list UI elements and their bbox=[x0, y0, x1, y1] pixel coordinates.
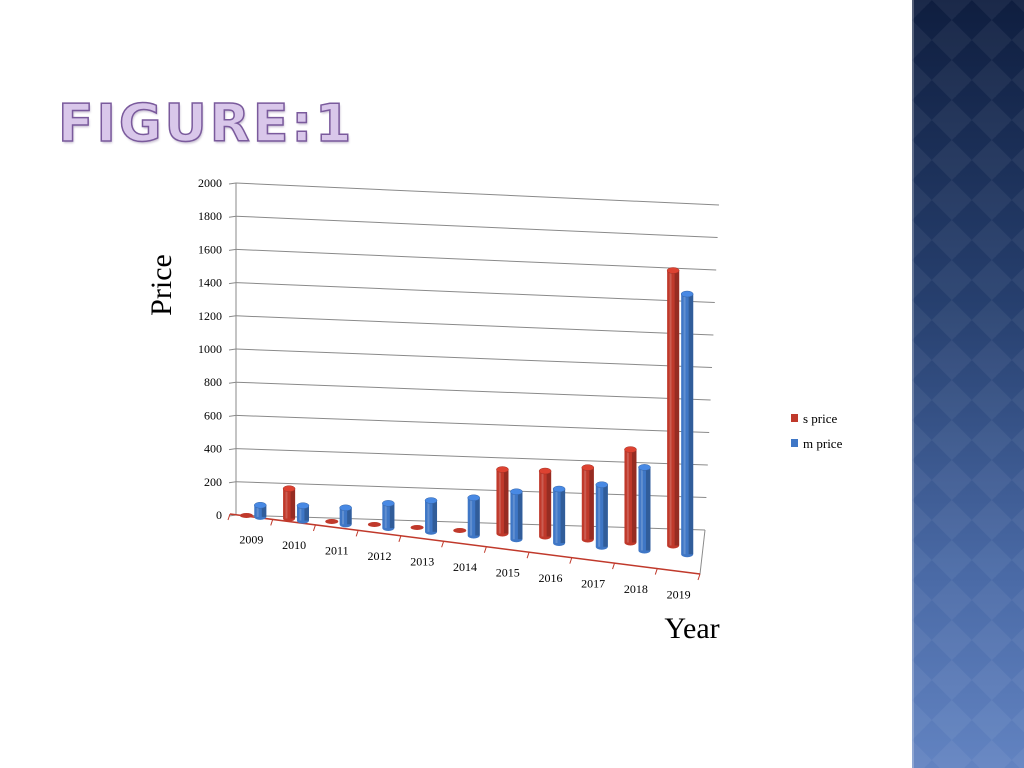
x-tick bbox=[526, 552, 530, 559]
diamond-pattern bbox=[912, 0, 1024, 768]
y-tick-label: 400 bbox=[204, 442, 222, 456]
y-tick bbox=[228, 414, 237, 417]
gridline bbox=[235, 315, 714, 336]
x-tick-label: 2011 bbox=[325, 544, 349, 558]
floor-right-edge bbox=[699, 529, 706, 575]
legend: s price m price bbox=[791, 411, 843, 451]
bars bbox=[239, 267, 694, 558]
y-tick bbox=[228, 448, 237, 451]
y-tick-labels: 0 200 400 600 800 1000 1200 1400 1600 1800 2000 bbox=[198, 176, 222, 522]
bar-m-price bbox=[680, 290, 694, 558]
x-tick-label: 2010 bbox=[282, 538, 306, 552]
gridline bbox=[235, 282, 715, 303]
x-tick bbox=[398, 535, 402, 542]
x-tick bbox=[569, 557, 573, 564]
bar-s-price bbox=[282, 485, 296, 522]
bar-s-price bbox=[367, 522, 381, 527]
bar-m-price bbox=[510, 488, 523, 543]
x-tick bbox=[270, 519, 274, 526]
slide-title: FIGURE:1 bbox=[57, 94, 355, 154]
y-tick-label: 600 bbox=[204, 408, 222, 422]
y-tick-label: 1000 bbox=[198, 342, 222, 356]
y-tick bbox=[228, 481, 237, 484]
y-tick bbox=[228, 381, 237, 384]
y-tick-label: 0 bbox=[216, 508, 222, 522]
bar-m-price bbox=[424, 497, 438, 535]
y-tick-label: 2000 bbox=[198, 176, 222, 190]
x-tick-label: 2016 bbox=[538, 571, 562, 585]
bar-s-price bbox=[666, 267, 680, 549]
x-tick-label: 2018 bbox=[624, 582, 648, 596]
y-tick-label: 1400 bbox=[198, 276, 222, 290]
bar-m-price bbox=[339, 504, 352, 528]
y-tick-label: 1600 bbox=[198, 242, 222, 256]
legend-swatch-m-price bbox=[791, 439, 798, 447]
x-tick-label: 2019 bbox=[667, 587, 691, 601]
x-tick-label: 2012 bbox=[368, 549, 392, 563]
y-tick bbox=[228, 348, 237, 351]
x-tick-label: 2013 bbox=[410, 555, 434, 569]
gridline bbox=[235, 448, 708, 466]
x-tick bbox=[355, 530, 359, 537]
x-tick-label: 2015 bbox=[496, 565, 520, 579]
y-axis-title: Price bbox=[145, 254, 178, 316]
bar-s-price bbox=[453, 528, 467, 533]
gridline bbox=[235, 348, 713, 368]
bar-m-price bbox=[638, 464, 651, 554]
bar-s-price bbox=[496, 466, 509, 537]
bar-s-price bbox=[410, 525, 424, 530]
y-tick bbox=[228, 315, 237, 318]
x-tick-label: 2014 bbox=[453, 560, 477, 574]
gridline bbox=[235, 182, 720, 206]
x-axis-line bbox=[229, 513, 701, 575]
y-tick-label: 200 bbox=[204, 475, 222, 489]
x-tick bbox=[483, 546, 487, 553]
x-axis-title: Year bbox=[664, 612, 719, 645]
y-tick bbox=[228, 215, 237, 218]
x-tick bbox=[654, 568, 658, 575]
bar-m-price bbox=[595, 481, 609, 550]
bar-s-price bbox=[239, 513, 253, 518]
y-tick-label: 1800 bbox=[198, 209, 222, 223]
gridline bbox=[235, 248, 717, 271]
gridline bbox=[235, 414, 710, 433]
x-tick-labels: 2009 2010 2011 2012 2013 2014 2015 2016 2017 2018… bbox=[239, 533, 690, 602]
bar-m-price bbox=[467, 494, 480, 539]
y-tick bbox=[228, 248, 237, 251]
legend-label-s-price: s price bbox=[803, 411, 838, 426]
x-tick bbox=[227, 513, 231, 521]
y-tick bbox=[228, 282, 237, 285]
y-tick bbox=[228, 182, 237, 185]
axes bbox=[227, 183, 706, 581]
bar-s-price bbox=[538, 467, 552, 540]
legend-swatch-s-price bbox=[791, 414, 798, 422]
bar-m-price bbox=[296, 502, 310, 524]
x-tick-label: 2009 bbox=[239, 533, 263, 547]
y-tick-label: 800 bbox=[204, 375, 222, 389]
gridline bbox=[235, 215, 718, 238]
bar-s-price bbox=[624, 446, 637, 546]
side-decorative-panel bbox=[912, 0, 1024, 768]
panel-edge bbox=[912, 0, 914, 768]
x-tick bbox=[312, 524, 316, 532]
legend-label-m-price: m price bbox=[803, 436, 843, 451]
bar-m-price bbox=[382, 500, 395, 532]
bar-m-price bbox=[254, 501, 267, 520]
x-tick bbox=[441, 541, 445, 548]
x-tick bbox=[612, 562, 616, 570]
bar-s-price bbox=[325, 519, 339, 524]
x-tick bbox=[697, 573, 701, 581]
gridline bbox=[235, 381, 711, 401]
bar-m-price bbox=[552, 485, 566, 547]
x-tick-label: 2017 bbox=[581, 576, 605, 590]
y-tick-label: 1200 bbox=[198, 309, 222, 323]
bar-s-price bbox=[581, 464, 595, 543]
